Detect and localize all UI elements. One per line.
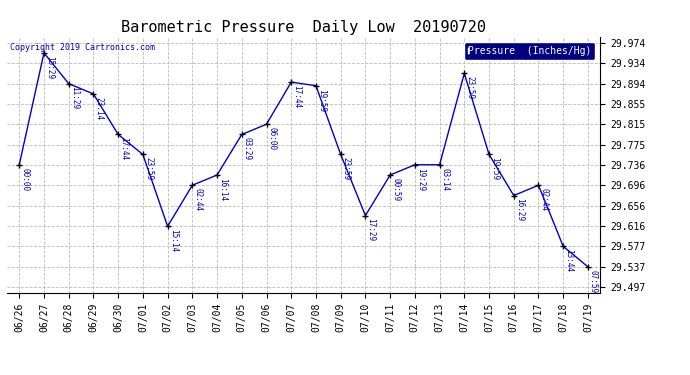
Text: 16:29: 16:29	[515, 198, 524, 221]
Text: 23:14: 23:14	[95, 97, 103, 120]
Text: 02:44: 02:44	[540, 188, 549, 211]
Text: 23:59: 23:59	[465, 76, 474, 99]
Text: 23:59: 23:59	[342, 157, 351, 180]
Text: 19:59: 19:59	[317, 88, 326, 112]
Title: Barometric Pressure  Daily Low  20190720: Barometric Pressure Daily Low 20190720	[121, 20, 486, 35]
Text: Copyright 2019 Cartronics.com: Copyright 2019 Cartronics.com	[10, 43, 155, 52]
Text: 23:59: 23:59	[144, 157, 153, 180]
Text: 11:29: 11:29	[70, 87, 79, 109]
Text: 17:44: 17:44	[293, 85, 302, 108]
Text: 13:44: 13:44	[564, 249, 573, 272]
Text: 00:59: 00:59	[391, 178, 400, 201]
Text: 16:14: 16:14	[218, 178, 227, 201]
Text: 03:29: 03:29	[243, 137, 252, 160]
Legend: Pressure  (Inches/Hg): Pressure (Inches/Hg)	[464, 42, 595, 60]
Text: 19:59: 19:59	[490, 157, 499, 180]
Text: 17:29: 17:29	[366, 218, 375, 242]
Text: 03:14: 03:14	[441, 168, 450, 190]
Text: 17:44: 17:44	[119, 137, 128, 160]
Text: 19:29: 19:29	[416, 168, 425, 190]
Text: 15:14: 15:14	[168, 229, 177, 252]
Text: 02:44: 02:44	[193, 188, 202, 211]
Text: 07:59: 07:59	[589, 270, 598, 293]
Text: 06:00: 06:00	[268, 127, 277, 150]
Text: 15:29: 15:29	[45, 56, 54, 79]
Text: 00:00: 00:00	[20, 168, 29, 190]
